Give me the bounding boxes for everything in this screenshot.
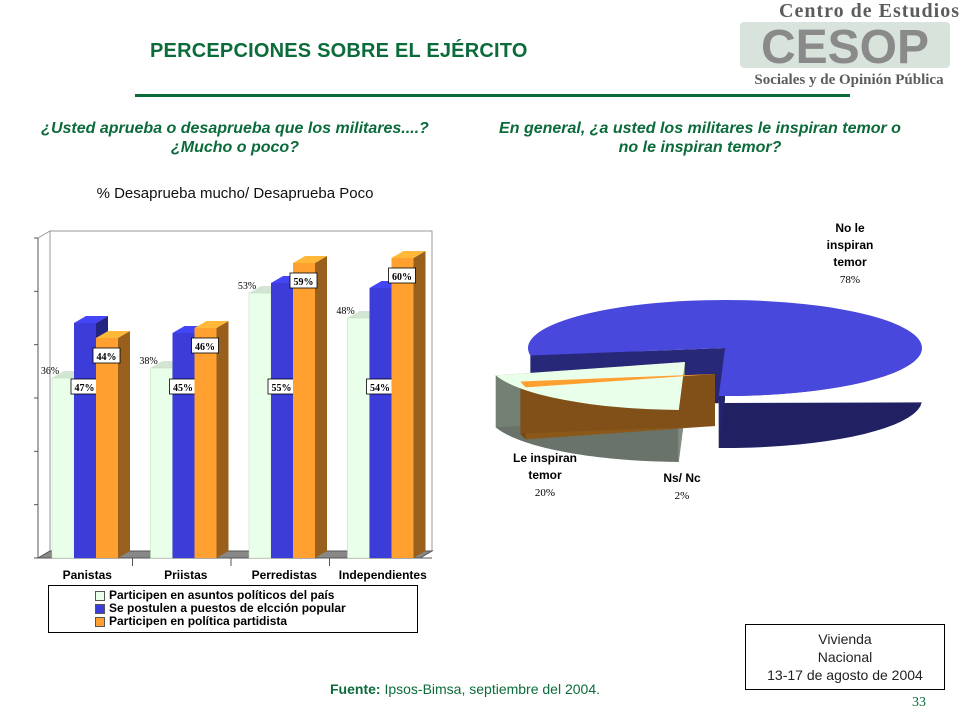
bar [391, 258, 414, 558]
legend-label: Participen en política partidista [109, 614, 288, 628]
bar-data-label: 60% [392, 272, 412, 283]
cesop-logo: CESOP [740, 21, 950, 72]
bar-data-label: 54% [370, 383, 390, 394]
title-rule [135, 94, 850, 97]
source-note: Fuente: Ipsos-Bimsa, septiembre del 2004… [330, 681, 600, 697]
x-tick-label: Panistas [63, 568, 113, 582]
legend-swatch [95, 604, 105, 614]
pie-value-label: 78% [840, 274, 860, 286]
bar-side [118, 331, 130, 558]
bar-top [96, 331, 130, 338]
bar-chart-side-wall [37, 230, 51, 559]
pie-label: temor [833, 255, 867, 269]
bar-data-label: 47% [75, 383, 95, 394]
logo-bottom-text: Sociales y de Opinión Pública [754, 72, 944, 88]
pie-label: Le inspiran [513, 451, 577, 465]
pie-value-label: 20% [535, 487, 555, 499]
bar-data-label: 46% [195, 342, 215, 353]
bar-top [194, 321, 229, 328]
survey-line-3: 13-17 de agosto de 2004 [767, 667, 923, 683]
bar [271, 283, 293, 558]
bar-data-label: 48% [336, 306, 354, 317]
pie-slice [528, 300, 922, 396]
source-text: Ipsos-Bimsa, septiembre del 2004. [380, 681, 601, 697]
left-subtitle: % Desaprueba mucho/ Desaprueba Poco [96, 185, 374, 202]
logo-top-text: Centro de Estudios [779, 0, 960, 22]
x-tick-label: Independientes [339, 568, 427, 582]
bar-data-label: 59% [294, 277, 314, 288]
page-number: 33 [912, 695, 926, 710]
bar-top [293, 256, 327, 263]
pie-label: No le [835, 221, 865, 235]
pie-chart: No le inspiran temor 78% Le inspiran temor 20%… [495, 221, 922, 502]
logo-mark-text: CESOP [761, 21, 929, 72]
bar-chart: 36% 47% 44% Panistas 38% 45% 46% Priistas 53% 55%… [34, 230, 434, 582]
bar-data-label-box [289, 272, 318, 289]
pie-label: temor [528, 468, 562, 482]
x-tick-label: Priistas [164, 568, 208, 582]
pie-slice [520, 374, 715, 388]
pie-slice [495, 362, 685, 410]
bar-data-label-box [388, 267, 416, 284]
bar-data-label-box [92, 347, 121, 364]
pie-label: inspiran [827, 238, 874, 252]
legend-swatch [95, 591, 105, 601]
survey-info-box: Vivienda Nacional 13-17 de agosto de 200… [745, 624, 945, 690]
bar-side [413, 251, 426, 558]
pie-value-label: 2% [675, 490, 690, 502]
bar-data-label: 44% [97, 352, 117, 363]
bar-data-label: 36% [41, 366, 59, 377]
bar [293, 263, 315, 558]
right-question: En general, ¿a usted los militares le in… [499, 120, 901, 156]
legend-label: Participen en asuntos políticos del país [109, 588, 335, 602]
bar [172, 333, 195, 558]
bar [51, 377, 75, 559]
pie-label: Ns/ Nc [663, 471, 701, 485]
bar-legend: Participen en asuntos políticos del país… [48, 585, 418, 633]
bar [194, 328, 217, 558]
bar [96, 338, 118, 558]
page-title: PERCEPCIONES SOBRE EL EJÉRCITO [150, 40, 528, 62]
bar-side [216, 321, 229, 558]
survey-line-1: Vivienda [818, 631, 872, 647]
legend-label: Se postulen a puestos de elcción popular [109, 601, 346, 615]
bar [248, 292, 272, 559]
bar-side [315, 256, 327, 558]
bar-data-label: 38% [139, 356, 157, 367]
source-label: Fuente: [330, 681, 381, 697]
bar [369, 288, 392, 558]
bar [150, 367, 173, 559]
bar-data-label-box [191, 337, 219, 354]
bar-top [391, 251, 426, 258]
bar-data-label: 45% [173, 383, 193, 394]
x-tick-label: Perredistas [252, 568, 318, 582]
bar-data-label: 55% [272, 383, 292, 394]
bar [347, 317, 370, 559]
bar-data-label: 53% [238, 281, 256, 292]
legend-swatch [95, 617, 105, 627]
left-question: ¿Usted aprueba o desaprueba que los mili… [41, 120, 429, 156]
bar-top [74, 316, 108, 323]
survey-line-2: Nacional [817, 649, 873, 665]
